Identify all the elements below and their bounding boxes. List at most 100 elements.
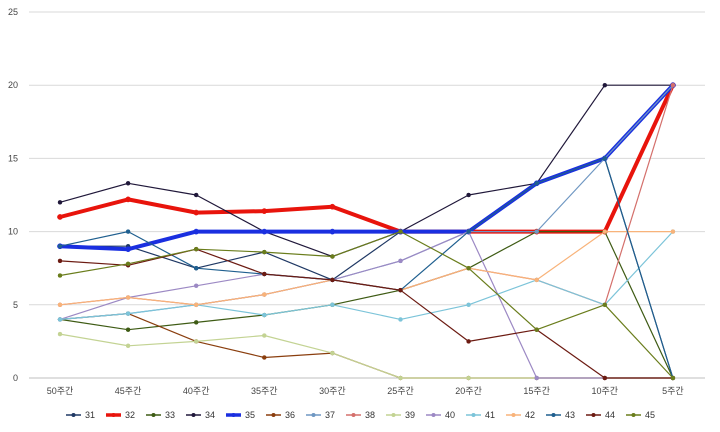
data-point-33 <box>125 327 131 332</box>
data-point-45 <box>57 273 63 278</box>
legend: 31 32 33 34 35 36 37 38 39 40 41 42 43 44 45 <box>66 410 655 420</box>
legend-label: 32 <box>125 410 135 420</box>
data-point-45 <box>670 375 676 381</box>
data-point-44 <box>398 287 403 293</box>
legend-marker <box>631 413 636 417</box>
y-tick-label: 10 <box>8 227 18 237</box>
legend-marker <box>431 413 436 417</box>
y-tick-label: 5 <box>13 300 18 310</box>
data-point-34 <box>57 200 63 205</box>
data-point-41 <box>330 302 335 308</box>
legend-marker <box>471 413 476 417</box>
x-tick-label: 30주간 <box>319 386 346 396</box>
legend-marker <box>551 413 556 417</box>
legend-item-36: 36 <box>266 410 295 420</box>
legend-label: 42 <box>525 410 535 420</box>
data-point-44 <box>262 271 267 277</box>
data-point-41 <box>466 302 471 308</box>
data-point-44 <box>466 339 471 344</box>
data-point-35 <box>125 246 131 253</box>
legend-label: 40 <box>445 410 455 420</box>
legend-label: 39 <box>405 410 415 420</box>
data-point-42 <box>262 292 267 297</box>
series-line-44 <box>59 248 673 379</box>
y-tick-label: 0 <box>13 373 18 383</box>
x-tick-label: 15주간 <box>523 386 550 396</box>
legend-label: 35 <box>245 410 255 420</box>
legend-marker <box>591 413 596 417</box>
x-tick-label: 40주간 <box>183 386 210 396</box>
legend-label: 44 <box>605 410 615 420</box>
data-point-39 <box>193 339 199 344</box>
data-point-41 <box>57 317 63 322</box>
data-point-38 <box>670 82 676 88</box>
data-point-43 <box>125 229 131 234</box>
data-point-34 <box>193 192 199 198</box>
legend-item-32: 32 <box>106 410 135 420</box>
legend-item-41: 41 <box>466 410 495 420</box>
data-point-42 <box>602 229 608 234</box>
data-point-45 <box>602 302 608 308</box>
legend-marker <box>71 413 76 417</box>
x-tick-label: 35주간 <box>251 386 278 396</box>
legend-label: 31 <box>85 410 95 420</box>
data-point-45 <box>125 261 131 267</box>
data-point-42 <box>534 277 539 283</box>
data-point-42 <box>57 302 63 308</box>
data-point-43 <box>57 243 63 249</box>
legend-label: 43 <box>565 410 575 420</box>
data-point-41 <box>125 311 131 316</box>
legend-label: 41 <box>485 410 495 420</box>
data-point-34 <box>125 181 131 186</box>
data-point-36 <box>262 355 267 360</box>
legend-label: 38 <box>365 410 375 420</box>
data-point-32 <box>125 196 131 203</box>
data-point-41 <box>262 312 267 318</box>
data-point-42 <box>670 229 676 234</box>
legend-marker <box>311 413 316 417</box>
data-point-39 <box>57 331 63 337</box>
legend-marker <box>351 413 356 417</box>
data-point-45 <box>398 229 403 234</box>
legend-label: 37 <box>325 410 335 420</box>
legend-marker <box>231 413 236 417</box>
series-line-45 <box>59 231 674 379</box>
y-tick-label: 20 <box>8 80 18 90</box>
x-tick-label: 20주간 <box>455 386 482 396</box>
series-44 <box>57 246 676 381</box>
data-point-44 <box>602 375 608 381</box>
y-tick-label: 25 <box>8 7 18 17</box>
data-point-32 <box>193 209 200 216</box>
data-point-45 <box>193 246 199 252</box>
legend-marker <box>271 413 276 417</box>
data-point-32 <box>329 203 336 210</box>
series-lines <box>57 82 676 381</box>
legend-label: 45 <box>645 410 655 420</box>
data-point-40 <box>193 283 199 289</box>
x-tick-label: 50주간 <box>47 386 74 396</box>
data-point-39 <box>398 375 403 381</box>
series-line-41 <box>59 231 674 320</box>
legend-item-33: 33 <box>146 410 175 420</box>
data-point-35 <box>261 228 268 235</box>
legend-item-37: 37 <box>306 410 335 420</box>
legend-marker <box>111 413 116 417</box>
data-point-40 <box>398 258 403 264</box>
legend-item-42: 42 <box>506 410 535 420</box>
data-point-32 <box>261 208 268 214</box>
data-point-39 <box>330 350 335 356</box>
data-point-43 <box>466 229 471 234</box>
series-45 <box>57 229 676 381</box>
data-point-32 <box>57 214 63 220</box>
data-point-37 <box>534 229 539 234</box>
series-line-33 <box>59 231 674 379</box>
legend-item-31: 31 <box>66 410 95 420</box>
legend-item-40: 40 <box>426 410 455 420</box>
legend-item-38: 38 <box>346 410 375 420</box>
data-point-40 <box>534 375 539 381</box>
data-point-45 <box>466 265 471 271</box>
legend-label: 34 <box>205 410 215 420</box>
data-point-43 <box>193 265 199 271</box>
